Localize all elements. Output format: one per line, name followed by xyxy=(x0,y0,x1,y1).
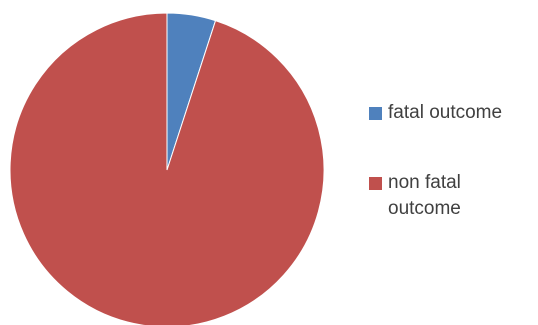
pie-slice-non-fatal-outcome xyxy=(9,12,325,325)
legend-swatch-non-fatal-outcome xyxy=(369,177,382,190)
chart-legend: fatal outcome non fatal outcome xyxy=(369,100,534,266)
legend-swatch-fatal-outcome xyxy=(369,107,382,120)
legend-label-non-fatal-outcome: non fatal outcome xyxy=(388,172,461,219)
legend-label-fatal-outcome: fatal outcome xyxy=(388,102,503,123)
pie-slices xyxy=(9,12,325,325)
legend-item-fatal-outcome: fatal outcome xyxy=(369,100,534,126)
legend-item-non-fatal-outcome: non fatal outcome xyxy=(369,170,534,222)
